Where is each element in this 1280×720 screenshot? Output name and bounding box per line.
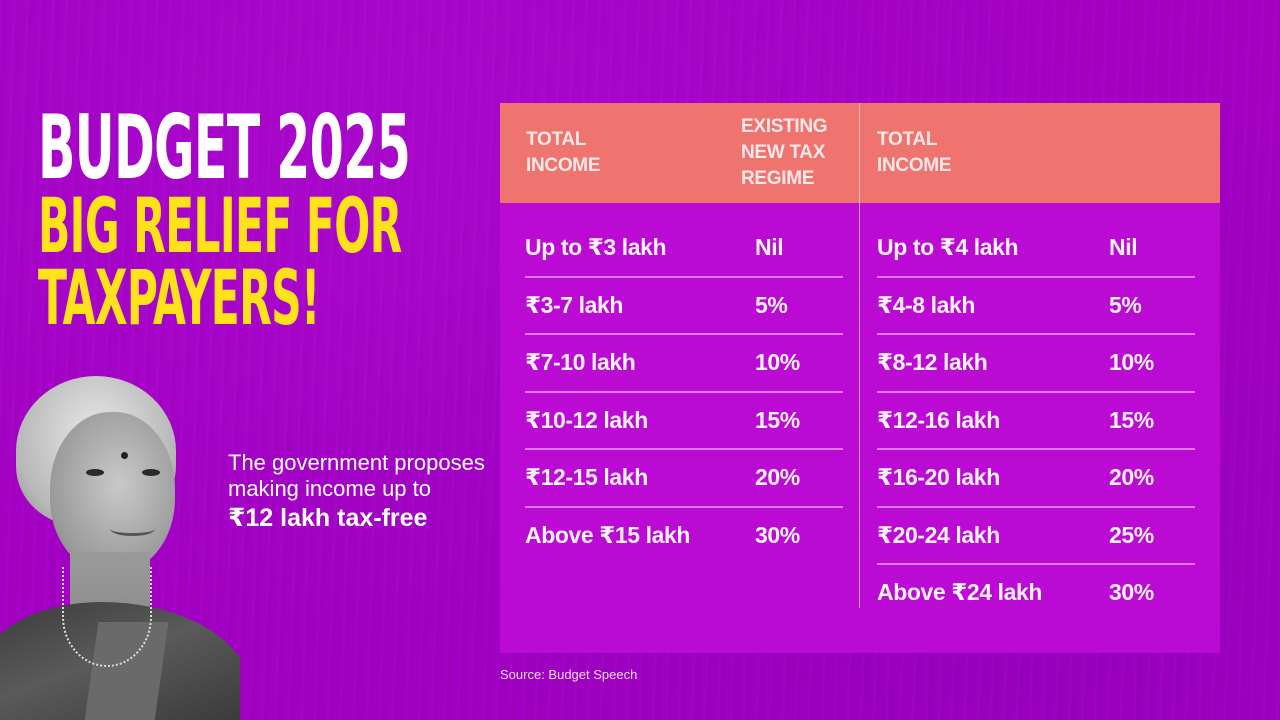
tax-slab-table: TOTAL INCOME EXISTING NEW TAX REGIME TOT… bbox=[500, 103, 1220, 653]
income-slab: ₹7-10 lakh bbox=[525, 349, 636, 375]
headline-title: BUDGET 2025 bbox=[38, 96, 411, 199]
income-slab: Up to ₹4 lakh bbox=[877, 234, 1019, 260]
tax-rate: 15% bbox=[1109, 406, 1154, 433]
summary-highlight: ₹12 lakh tax-free bbox=[228, 504, 428, 532]
tax-rate: 5% bbox=[1109, 291, 1142, 318]
tax-rate: 10% bbox=[1109, 349, 1154, 375]
row-separator bbox=[525, 333, 843, 335]
row-separator bbox=[525, 505, 843, 508]
table-row: Above ₹24 lakh 30% bbox=[877, 565, 1195, 623]
table-row: Up to ₹4 lakh Nil bbox=[877, 220, 1195, 278]
income-slab: ₹20-24 lakh bbox=[877, 521, 1000, 548]
row-separator bbox=[877, 333, 1195, 335]
row-separator bbox=[877, 390, 1195, 393]
table-header: TOTAL INCOME EXISTING NEW TAX REGIME TOT… bbox=[500, 103, 1220, 203]
income-slab: ₹8-12 lakh bbox=[877, 349, 988, 375]
income-slab: ₹12-15 lakh bbox=[525, 464, 648, 490]
portrait-bindi bbox=[121, 452, 128, 459]
tax-rate: 10% bbox=[755, 349, 800, 375]
table-row: ₹7-10 lakh 10% bbox=[525, 335, 843, 393]
summary-text: The government proposes making income up… bbox=[228, 450, 488, 534]
existing-regime-column: Up to ₹3 lakh Nil ₹3-7 lakh 5% ₹7-10 lak… bbox=[525, 220, 843, 565]
table-row: ₹20-24 lakh 25% bbox=[877, 508, 1195, 565]
row-separator bbox=[877, 275, 1195, 278]
row-separator bbox=[877, 505, 1195, 508]
column-divider bbox=[859, 103, 860, 608]
income-slab: ₹4-8 lakh bbox=[877, 291, 976, 318]
table-row: ₹8-12 lakh 10% bbox=[877, 335, 1195, 393]
tax-rate: 20% bbox=[1109, 464, 1154, 490]
header-existing-total-income: TOTAL INCOME bbox=[526, 129, 601, 176]
tax-rate: 15% bbox=[755, 406, 800, 433]
tax-rate: 30% bbox=[755, 521, 800, 548]
portrait-smile bbox=[110, 522, 155, 536]
tax-rate: 5% bbox=[755, 291, 788, 318]
portrait-eye-left bbox=[86, 469, 104, 476]
row-separator bbox=[525, 275, 843, 278]
row-separator bbox=[525, 390, 843, 393]
row-separator bbox=[525, 448, 843, 450]
income-slab: ₹12-16 lakh bbox=[877, 406, 1000, 433]
table-row: ₹3-7 lakh 5% bbox=[525, 278, 843, 335]
portrait-eye-right bbox=[142, 469, 160, 476]
summary-body: The government proposes making income up… bbox=[228, 450, 485, 501]
headline: BUDGET 2025 BIG RELIEF FOR TAXPAYERS! bbox=[38, 96, 638, 342]
income-slab: Above ₹24 lakh bbox=[877, 579, 1043, 605]
source-caption: Source: Budget Speech bbox=[500, 667, 638, 682]
table-row: ₹10-12 lakh 15% bbox=[525, 393, 843, 450]
income-slab: ₹16-20 lakh bbox=[877, 464, 1000, 490]
income-slab: Up to ₹3 lakh bbox=[525, 234, 667, 260]
table-row: Up to ₹3 lakh Nil bbox=[525, 220, 843, 278]
portrait-necklace bbox=[62, 567, 152, 667]
tax-rate: Nil bbox=[1109, 234, 1138, 260]
row-separator bbox=[877, 448, 1195, 450]
tax-rate: 25% bbox=[1109, 521, 1154, 548]
tax-rate: Nil bbox=[755, 234, 784, 260]
proposed-regime-column: Up to ₹4 lakh Nil ₹4-8 lakh 5% ₹8-12 lak… bbox=[877, 220, 1195, 623]
income-slab: ₹3-7 lakh bbox=[525, 291, 624, 318]
header-proposed-total-income: TOTAL INCOME bbox=[877, 129, 952, 176]
portrait-image bbox=[0, 372, 240, 720]
tax-rate: 20% bbox=[755, 464, 800, 490]
table-row: ₹12-15 lakh 20% bbox=[525, 450, 843, 508]
tax-rate: 30% bbox=[1109, 579, 1154, 605]
table-row: ₹16-20 lakh 20% bbox=[877, 450, 1195, 508]
header-existing-new-tax-regime: EXISTING NEW TAX REGIME bbox=[741, 116, 828, 189]
row-separator bbox=[877, 563, 1195, 565]
table-row: ₹12-16 lakh 15% bbox=[877, 393, 1195, 450]
table-row: ₹4-8 lakh 5% bbox=[877, 278, 1195, 335]
portrait-face bbox=[50, 412, 175, 572]
income-slab: Above ₹15 lakh bbox=[525, 521, 691, 548]
headline-subtitle-line2: TAXPAYERS! bbox=[38, 253, 320, 342]
income-slab: ₹10-12 lakh bbox=[525, 406, 648, 433]
table-row: Above ₹15 lakh 30% bbox=[525, 508, 843, 566]
headline-subtitle-line1: BIG RELIEF FOR bbox=[38, 181, 402, 270]
